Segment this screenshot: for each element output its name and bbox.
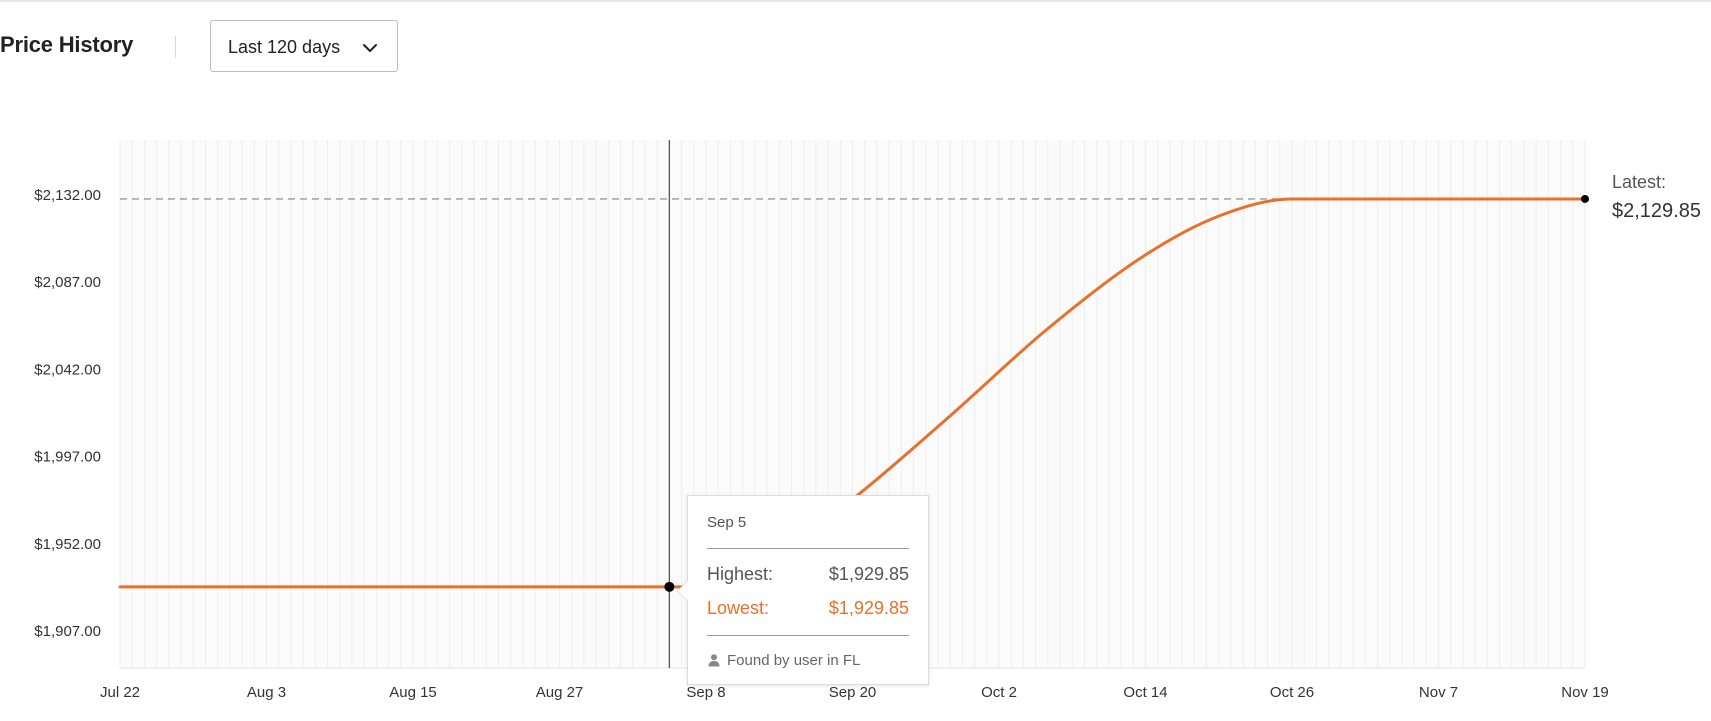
x-tick-label: Aug 27: [536, 684, 584, 701]
y-tick-label: $1,907.00: [34, 623, 101, 640]
date-range-selected: Last 120 days: [228, 37, 341, 57]
lowest-value: $1,929.85: [828, 598, 909, 618]
lowest-label: Lowest:: [707, 598, 770, 618]
y-tick-label: $1,952.00: [34, 536, 101, 553]
chevron-down-icon: [363, 44, 377, 52]
found-text: Found by user in FL: [727, 652, 861, 669]
x-tick-label: Jul 22: [100, 684, 140, 701]
highest-label: Highest:: [707, 564, 774, 584]
price-line: [118, 197, 1587, 589]
x-tick-label: Oct 14: [1123, 684, 1167, 701]
y-axis: $2,132.00 $2,087.00 $2,042.00 $1,997.00 $1,9…: [34, 187, 101, 640]
latest-point-marker: [1581, 194, 1589, 203]
page-title: Price History: [0, 32, 134, 57]
marker-layer: [664, 194, 1589, 592]
x-tick-label: Oct 26: [1270, 684, 1314, 701]
tooltip-divider-bottom: [707, 635, 909, 636]
series-layer: [118, 197, 1587, 589]
reference-layer: [120, 140, 1585, 668]
date-range-dropdown[interactable]: Last 120 days: [210, 20, 398, 72]
x-tick-label: Oct 2: [981, 684, 1017, 701]
highest-value: $1,929.85: [828, 564, 909, 584]
x-tick-label: Sep 20: [829, 684, 877, 701]
latest-label: Latest:: [1612, 172, 1667, 192]
latest-value: $2,129.85: [1612, 200, 1701, 222]
user-icon: [708, 654, 720, 667]
x-axis: Jul 22 Aug 3 Aug 15 Aug 27 Sep 8 Sep 20 Oct 2 O…: [100, 684, 1609, 701]
tooltip-arrow-fill: [678, 581, 688, 601]
y-tick-label: $2,132.00: [34, 187, 101, 204]
page-header: Price History Last 120 days: [0, 18, 600, 74]
y-tick-label: $2,042.00: [34, 361, 101, 378]
y-tick-label: $1,997.00: [34, 449, 101, 466]
tooltip-found-by: Found by user in FL: [707, 652, 860, 669]
x-tick-label: Nov 19: [1561, 684, 1609, 701]
x-tick-label: Aug 15: [389, 684, 437, 701]
tooltip-divider-top: [707, 548, 909, 549]
price-tooltip: Sep 5 Highest: $1,929.85 Lowest: $1,929.…: [677, 495, 929, 685]
hover-point-marker: [664, 581, 675, 592]
x-tick-label: Nov 7: [1419, 684, 1458, 701]
y-tick-label: $2,087.00: [34, 274, 101, 291]
x-tick-label: Sep 8: [686, 684, 725, 701]
tooltip-date: Sep 5: [707, 514, 747, 531]
top-border: [0, 0, 1711, 2]
x-tick-label: Aug 3: [247, 684, 286, 701]
header-divider: [175, 36, 176, 58]
